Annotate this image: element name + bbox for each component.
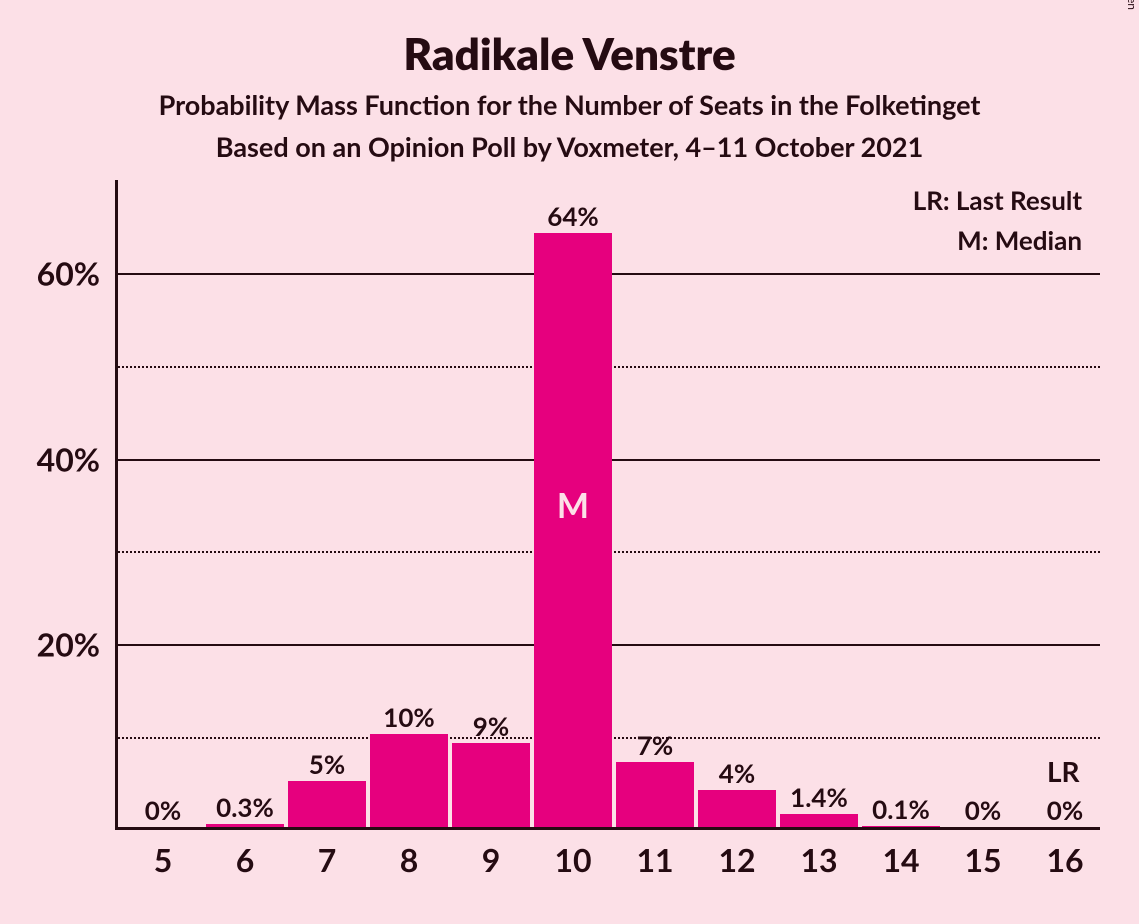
legend-lr: LR: Last Result xyxy=(913,184,1082,216)
bar-value-label: 5% xyxy=(309,748,345,780)
last-result-marker: LR xyxy=(1047,754,1080,788)
bar xyxy=(698,790,775,827)
bar xyxy=(370,734,447,827)
bar xyxy=(534,233,611,827)
bar-value-label: 1.4% xyxy=(790,781,848,813)
bar xyxy=(862,826,939,827)
bar-value-label: 0% xyxy=(1047,794,1083,826)
chart-title: Radikale Venstre xyxy=(0,28,1139,80)
x-tick-label: 13 xyxy=(778,840,860,879)
bar xyxy=(616,762,693,827)
chart-subtitle-1: Probability Mass Function for the Number… xyxy=(0,88,1139,121)
bar-value-label: 9% xyxy=(473,710,509,742)
x-tick-label: 8 xyxy=(368,840,450,879)
bar-value-label: 0% xyxy=(145,794,181,826)
bar xyxy=(780,814,857,827)
bar xyxy=(452,743,529,827)
bar-value-label: 0.3% xyxy=(216,791,274,823)
x-axis xyxy=(115,827,1100,830)
bar xyxy=(288,781,365,827)
bar-value-label: 64% xyxy=(547,200,598,232)
bar-value-label: 4% xyxy=(719,757,755,789)
bar-value-label: 0% xyxy=(965,794,1001,826)
y-tick-label: 60% xyxy=(0,253,100,292)
legend-m: M: Median xyxy=(957,224,1082,256)
x-tick-label: 15 xyxy=(942,840,1024,879)
bar xyxy=(206,824,283,827)
chart-subtitle-2: Based on an Opinion Poll by Voxmeter, 4–… xyxy=(0,130,1139,163)
bar-value-label: 0.1% xyxy=(872,793,930,825)
bar-value-label: 7% xyxy=(637,729,673,761)
x-tick-label: 5 xyxy=(122,840,204,879)
x-tick-label: 12 xyxy=(696,840,778,879)
y-tick-label: 40% xyxy=(0,439,100,478)
bar-value-label: 10% xyxy=(383,701,434,733)
median-marker: M xyxy=(557,485,589,526)
x-tick-label: 6 xyxy=(204,840,286,879)
x-tick-label: 11 xyxy=(614,840,696,879)
y-tick-label: 20% xyxy=(0,625,100,664)
x-tick-label: 14 xyxy=(860,840,942,879)
plot-area: 0%0.3%5%10%9%64%M7%4%1.4%0.1%0%0%LR 20%4… xyxy=(115,180,1100,830)
copyright-text: © 2021 Filip van Laenen xyxy=(1125,0,1139,10)
y-axis xyxy=(115,180,118,830)
x-tick-label: 16 xyxy=(1024,840,1106,879)
x-tick-label: 7 xyxy=(286,840,368,879)
x-tick-label: 10 xyxy=(532,840,614,879)
x-tick-label: 9 xyxy=(450,840,532,879)
